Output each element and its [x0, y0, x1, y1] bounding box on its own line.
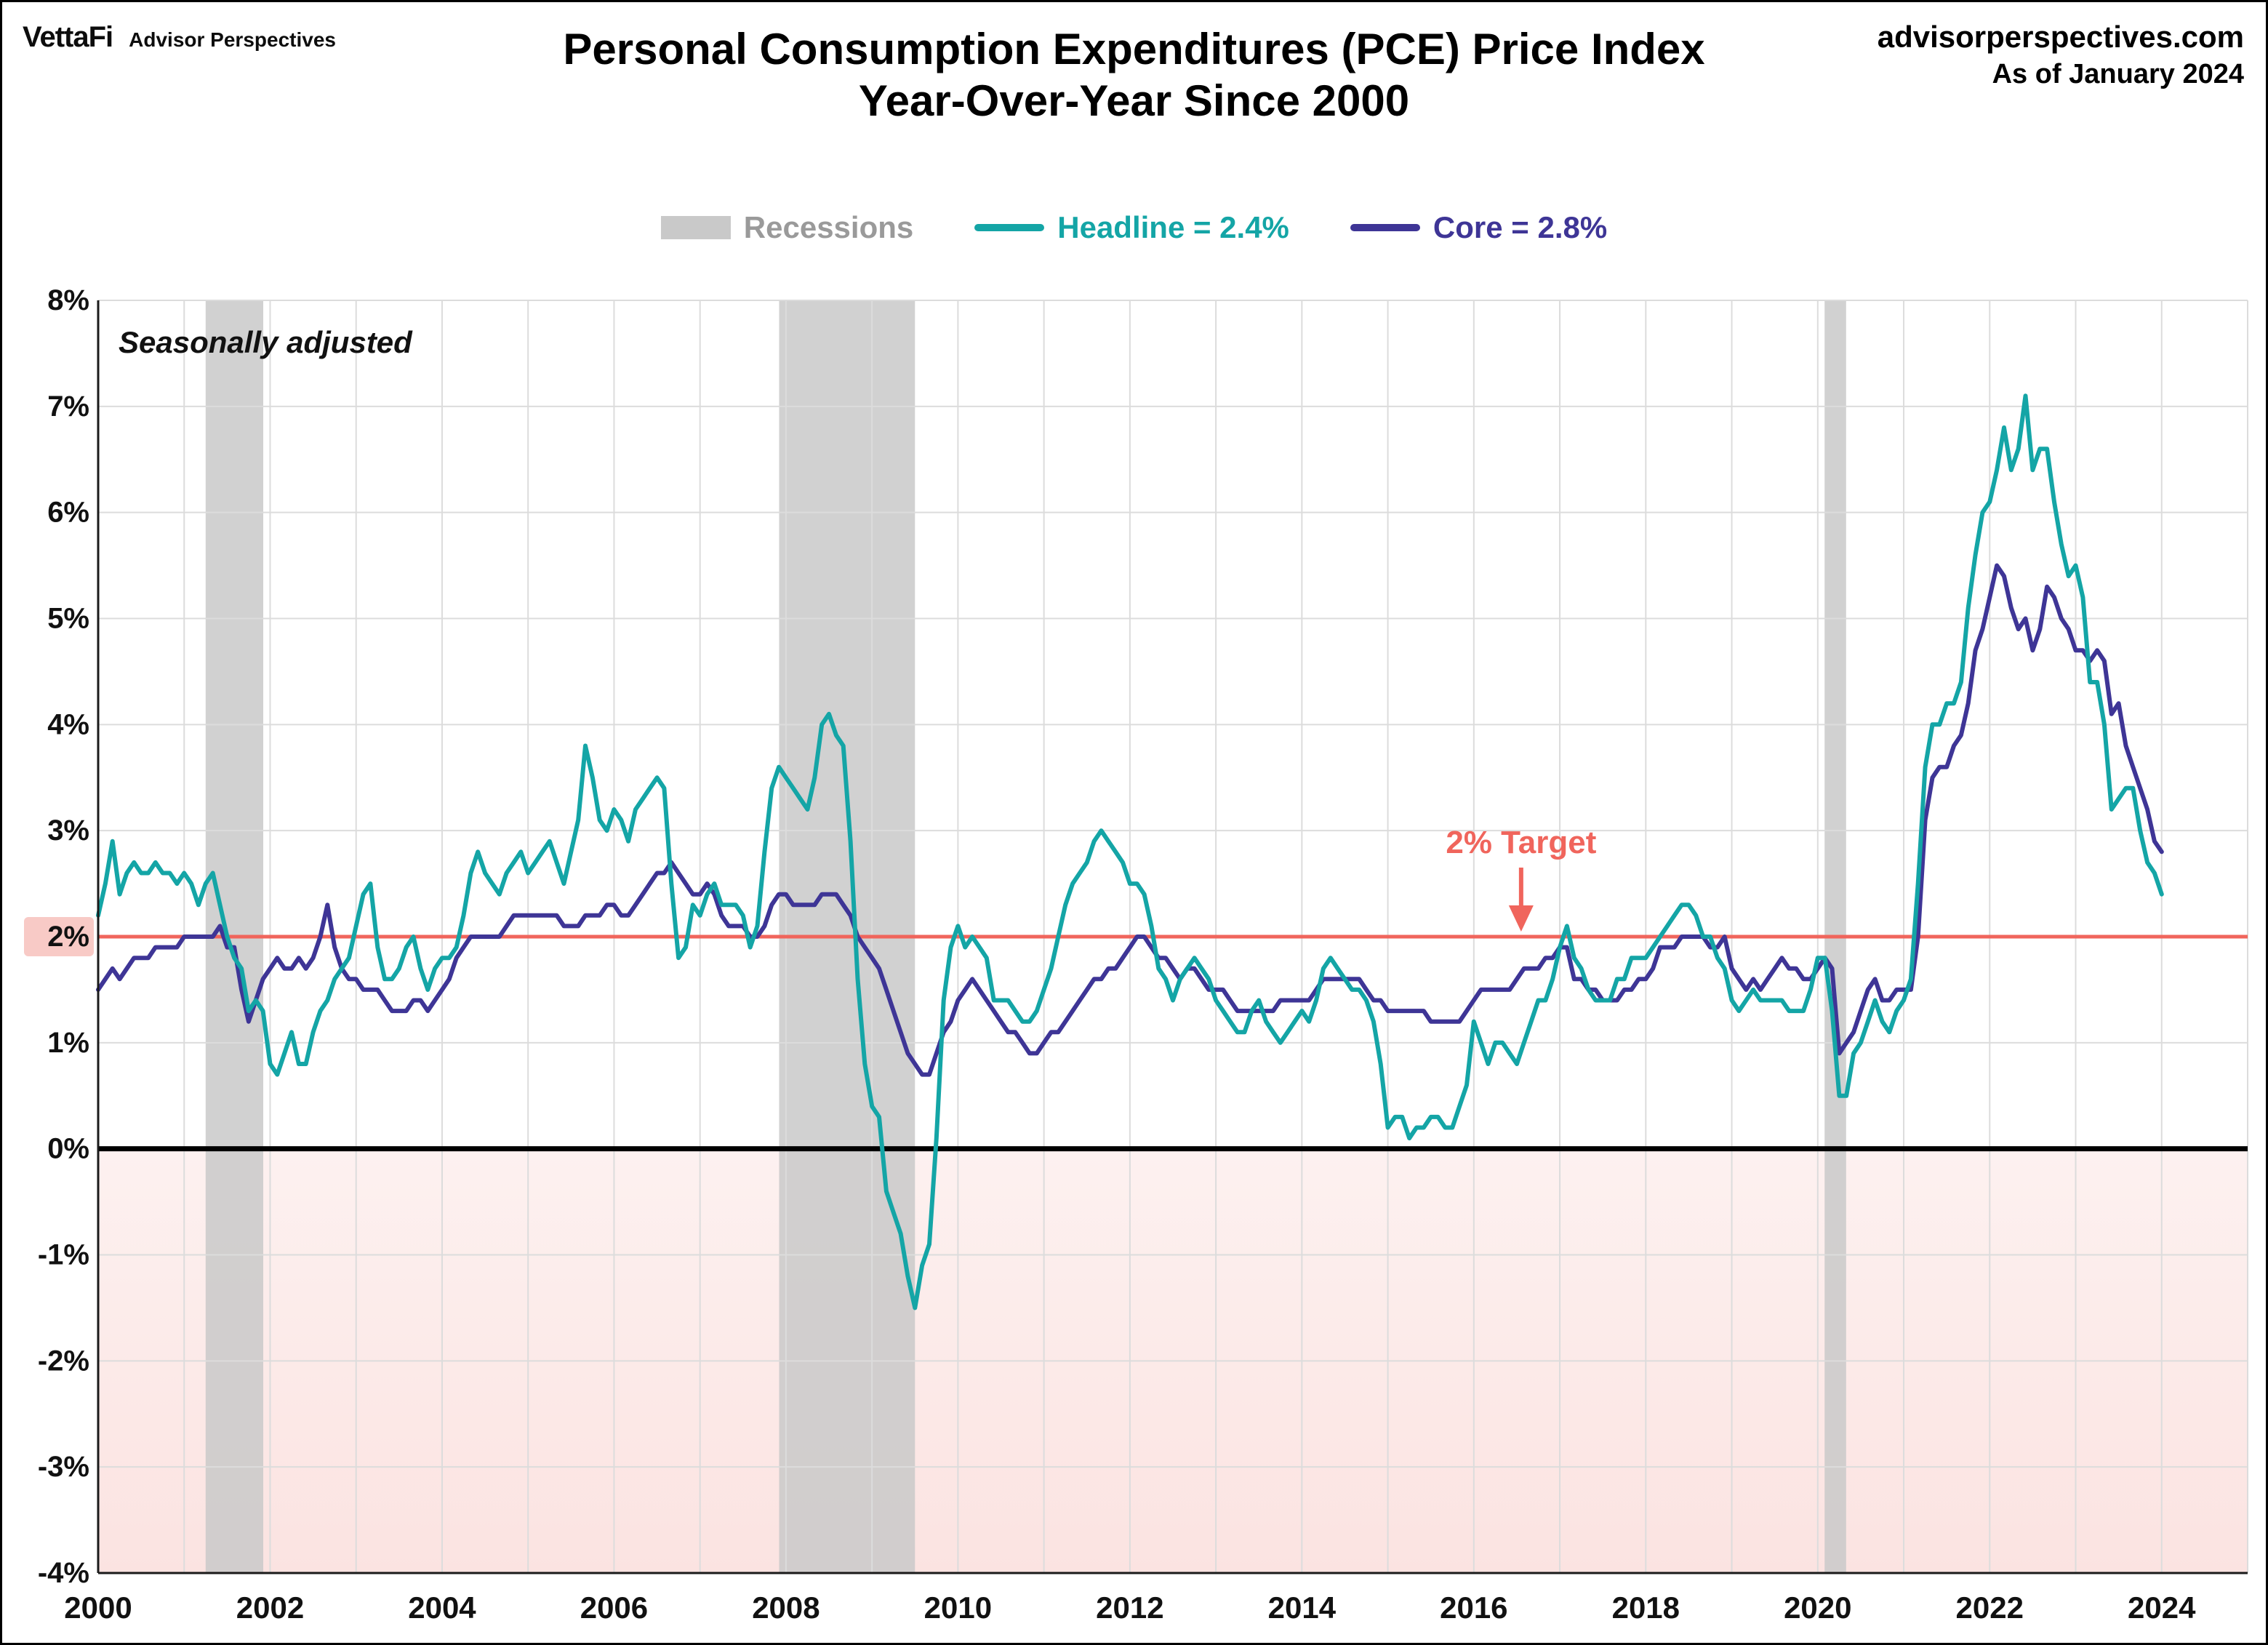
y-tick-label: -1%	[38, 1239, 89, 1271]
x-tick-label: 2012	[1096, 1590, 1163, 1625]
legend-item-headline: Headline = 2.4%	[974, 210, 1289, 245]
target-tick-highlight	[24, 917, 94, 956]
chart-title-line2: Year-Over-Year Since 2000	[858, 76, 1410, 125]
source-block: advisorperspectives.com As of January 20…	[1878, 20, 2244, 90]
y-tick-label: 7%	[47, 391, 89, 423]
target-arrow-head	[1508, 905, 1534, 932]
y-tick-label: 0%	[47, 1133, 89, 1165]
legend-core-label: Core = 2.8%	[1432, 210, 1608, 244]
y-tick-label: -4%	[38, 1557, 89, 1589]
chart-title-line1: Personal Consumption Expenditures (PCE) …	[563, 25, 1705, 73]
x-tick-label: 2024	[2128, 1590, 2196, 1625]
x-tick-label: 2008	[752, 1590, 820, 1625]
y-tick-label: 5%	[47, 603, 89, 635]
x-tick-label: 2002	[236, 1590, 304, 1625]
vettafi-logo-text: VettaFi	[23, 21, 113, 53]
seasonally-adjusted-note: Seasonally adjusted	[119, 325, 413, 359]
x-tick-label: 2000	[64, 1590, 132, 1625]
x-tick-label: 2022	[1956, 1590, 2024, 1625]
core-series-line	[96, 563, 2164, 1077]
pce-line-chart: 8% 7% 6% 5% 4% 3% 2% 1% 0% -1% -2% -3% -4%2000 2002 20…	[24, 284, 2248, 1625]
x-tick-label: 2004	[408, 1590, 476, 1625]
recession-swatch	[660, 216, 731, 239]
core-swatch	[1350, 224, 1420, 231]
y-tick-label: -3%	[38, 1451, 89, 1483]
x-tick-label: 2018	[1612, 1590, 1680, 1625]
site-url: advisorperspectives.com	[1877, 20, 2244, 54]
y-tick-label: 4%	[47, 708, 89, 740]
legend-item-core: Core = 2.8%	[1350, 210, 1607, 245]
legend-headline-label: Headline = 2.4%	[1057, 210, 1289, 244]
x-tick-label: 2010	[924, 1590, 992, 1625]
headline-series-line	[96, 393, 2164, 1310]
x-tick-label: 2006	[580, 1590, 648, 1625]
y-tick-label: 2%	[47, 921, 89, 953]
y-tick-label: 6%	[47, 497, 89, 529]
target-annotation-label: 2% Target	[1446, 825, 1596, 860]
legend-recessions-label: Recessions	[743, 210, 914, 244]
y-tick-label: -2%	[38, 1345, 89, 1377]
as-of-date: As of January 2024	[1992, 59, 2244, 89]
x-tick-label: 2014	[1268, 1590, 1337, 1625]
y-tick-label: 3%	[47, 815, 89, 846]
x-tick-label: 2020	[1784, 1590, 1851, 1625]
legend-item-recessions: Recessions	[660, 210, 914, 245]
page-title: Personal Consumption Expenditures (PCE) …	[2, 24, 2266, 127]
advisor-perspectives-text: Advisor Perspectives	[129, 28, 336, 51]
y-tick-label: 8%	[47, 284, 89, 316]
headline-swatch	[974, 224, 1045, 231]
chart-legend: Recessions Headline = 2.4% Core = 2.8%	[2, 210, 2266, 245]
y-tick-label: 1%	[47, 1027, 89, 1059]
x-tick-label: 2016	[1440, 1590, 1507, 1625]
vettafi-logo: VettaFi Advisor Perspectives	[23, 21, 336, 54]
